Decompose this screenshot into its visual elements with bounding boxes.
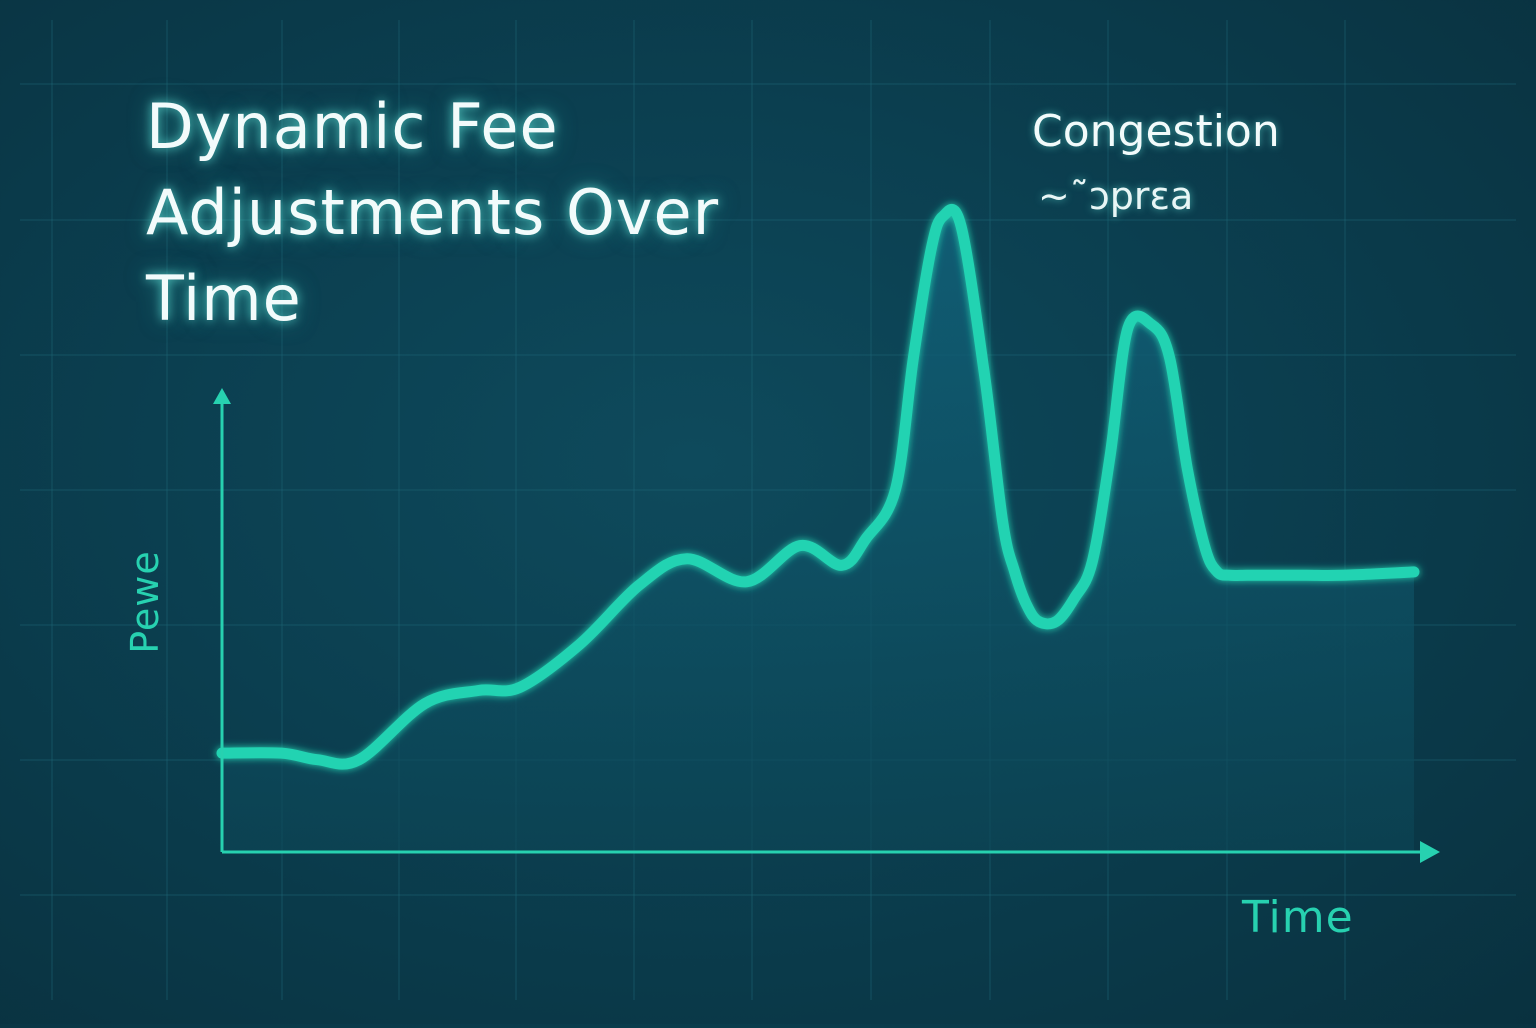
chart-title: Dynamic Fee Adjustments Over Time — [146, 90, 720, 335]
congestion-annotation-subtitle: ~˜ɔprɛa — [1038, 174, 1194, 218]
congestion-annotation-title: Congestion — [1032, 106, 1280, 157]
x-axis-label: Time — [1242, 892, 1354, 943]
x-axis-arrowhead — [1420, 841, 1440, 863]
y-axis-arrowhead — [213, 388, 231, 404]
axes — [213, 388, 1440, 863]
series-line — [216, 204, 1420, 770]
y-axis-label: Pewe — [123, 550, 167, 654]
